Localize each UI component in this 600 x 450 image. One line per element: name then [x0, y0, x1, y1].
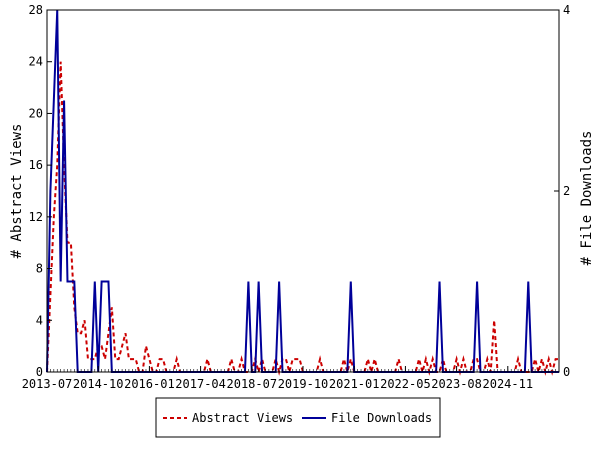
left-tick-label: 24	[29, 55, 43, 69]
left-tick-label: 0	[36, 365, 43, 379]
left-tick-label: 12	[29, 210, 43, 224]
right-tick-label: 0	[563, 365, 570, 379]
x-tick-label: 2014-10	[73, 377, 124, 391]
right-axis-title: # File Downloads	[579, 131, 595, 266]
x-tick-label: 2016-01	[124, 377, 175, 391]
left-axis-title: # Abstract Views	[9, 124, 25, 259]
left-tick-label: 28	[29, 3, 43, 17]
plot-area	[47, 10, 559, 372]
left-tick-label: 16	[29, 158, 43, 172]
x-tick-label: 2019-10	[278, 377, 329, 391]
left-axis-ticks: 0 4 8 12 16 20 24 28	[29, 3, 52, 379]
legend: Abstract Views File Downloads	[155, 397, 441, 438]
left-tick-label: 8	[36, 262, 43, 276]
x-tick-label: 2022-05	[380, 377, 431, 391]
left-tick-label: 4	[36, 313, 43, 327]
right-tick-label: 2	[563, 184, 570, 198]
x-tick-label: 2024-11	[483, 377, 534, 391]
legend-label-abstract-views: Abstract Views	[192, 411, 293, 425]
abstract-views-line	[46, 61, 559, 376]
x-tick-label: 2018-07	[227, 377, 278, 391]
right-axis-ticks: 0 2 4	[554, 3, 570, 379]
legend-box	[155, 397, 441, 438]
x-tick-label: 2021-01	[329, 377, 380, 391]
right-tick-label: 4	[563, 3, 570, 17]
legend-label-file-downloads: File Downloads	[331, 411, 432, 425]
x-axis-ticks: 2013-07 2014-10 2016-01 2017-04 2018-07 2019-…	[22, 366, 560, 391]
x-tick-label: 2023-08	[431, 377, 482, 391]
x-tick-label: 2017-04	[175, 377, 226, 391]
left-tick-label: 20	[29, 106, 43, 120]
x-tick-label: 2013-07	[22, 377, 73, 391]
